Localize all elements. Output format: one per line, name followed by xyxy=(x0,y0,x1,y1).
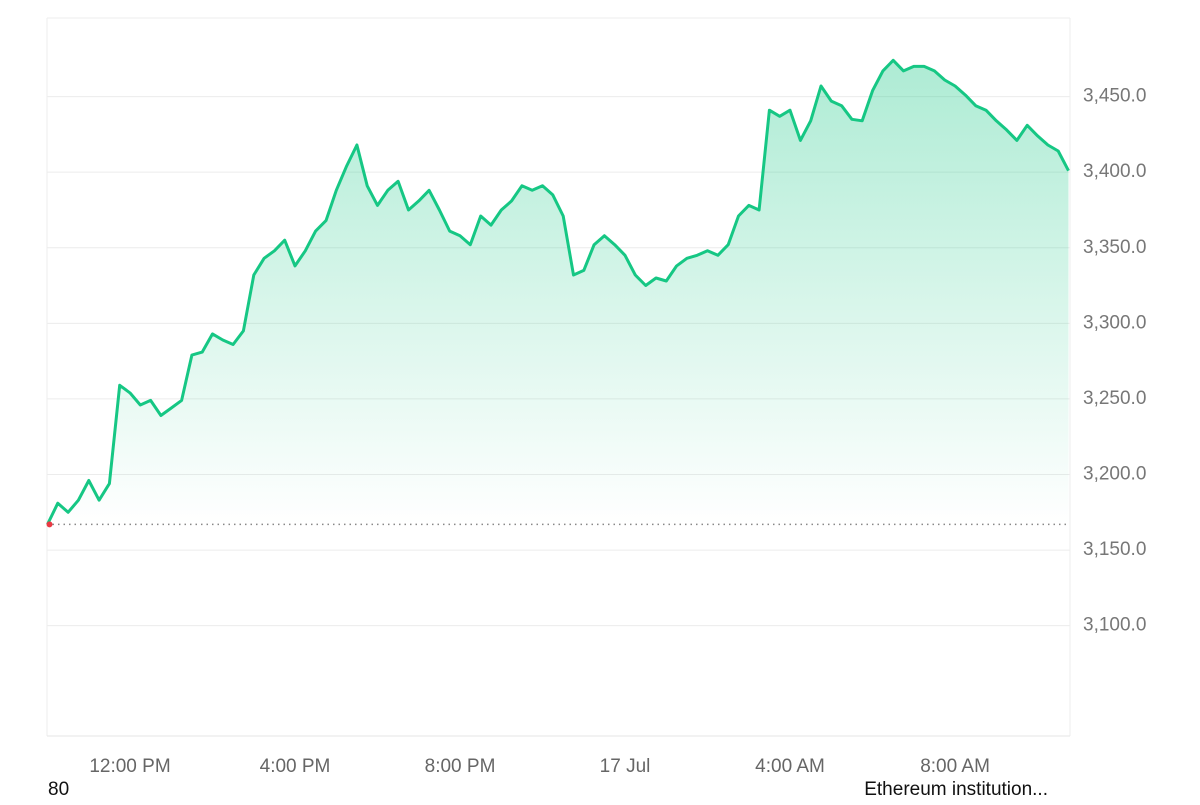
x-tick-label: 4:00 PM xyxy=(260,756,331,777)
x-tick-label: 12:00 PM xyxy=(89,756,170,777)
y-tick-label: 3,250.0 xyxy=(1083,388,1146,409)
y-tick-label: 3,150.0 xyxy=(1083,539,1146,560)
footer-left: 80 xyxy=(48,779,69,800)
y-tick-label: 3,300.0 xyxy=(1083,312,1146,333)
y-tick-label: 3,450.0 xyxy=(1083,86,1146,107)
area xyxy=(47,60,1069,525)
x-tick-label: 8:00 PM xyxy=(425,756,496,777)
x-tick-label: 17 Jul xyxy=(600,756,651,777)
x-tick-label: 8:00 AM xyxy=(920,756,990,777)
y-tick-label: 3,100.0 xyxy=(1083,615,1146,636)
footer-right: Ethereum institution... xyxy=(864,779,1048,800)
y-tick-label: 3,400.0 xyxy=(1083,161,1146,182)
baseline-dot xyxy=(46,521,53,528)
y-tick-label: 3,350.0 xyxy=(1083,237,1146,258)
y-tick-label: 3,200.0 xyxy=(1083,464,1146,485)
price-line xyxy=(46,58,1070,526)
x-tick-label: 4:00 AM xyxy=(755,756,825,777)
